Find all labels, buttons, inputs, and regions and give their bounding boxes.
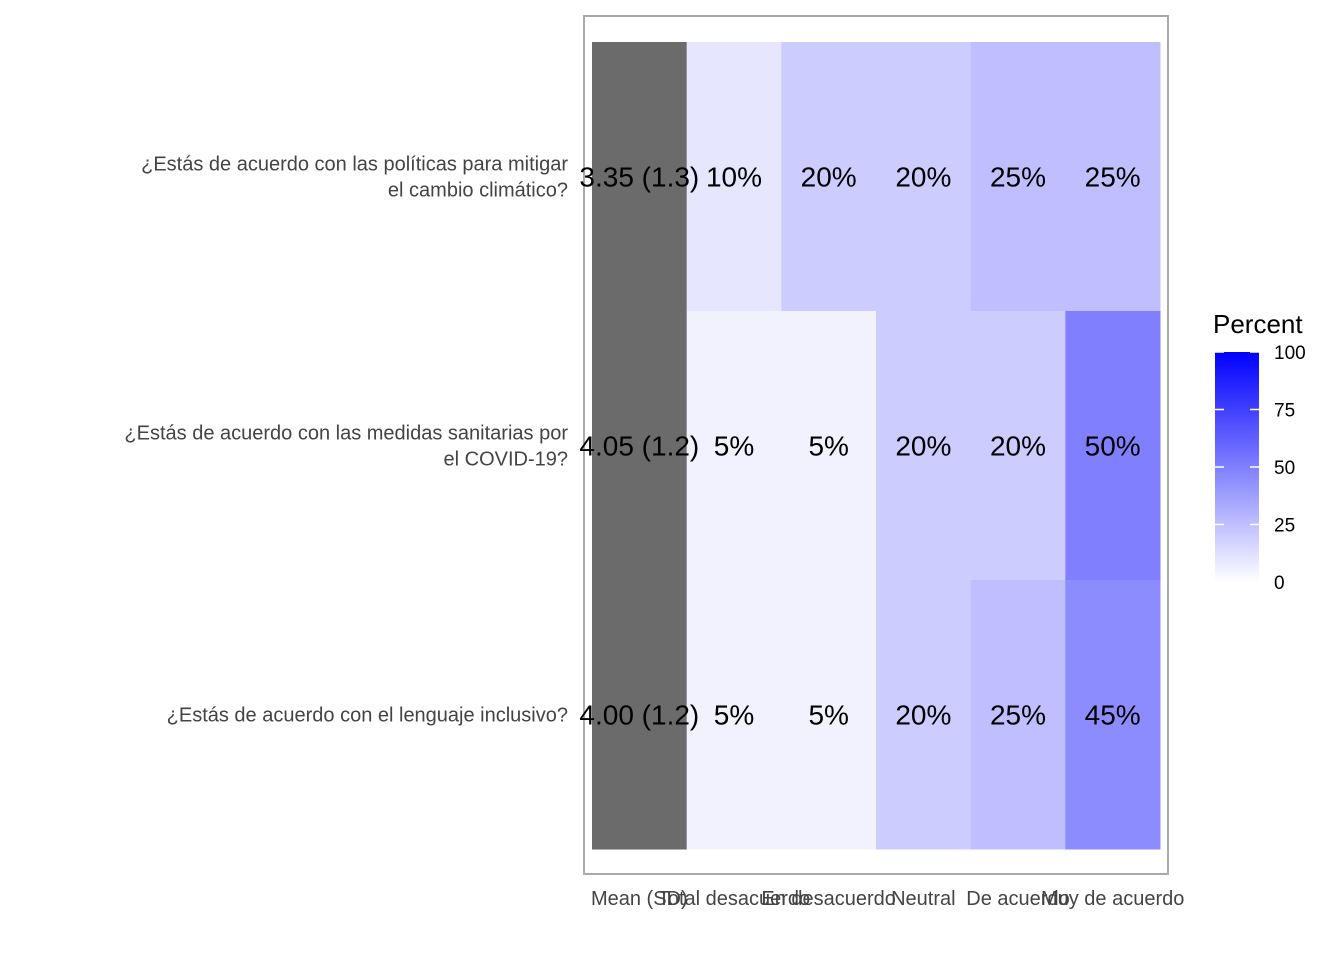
column-label: En desacuerdo (761, 888, 896, 910)
summary-label: 3.35 (1.3) (579, 162, 699, 193)
heatmap-cell (1065, 311, 1161, 581)
legend-tick-label: 0 (1274, 573, 1285, 594)
cell-value-label: 45% (1085, 700, 1141, 731)
panel-border (583, 15, 1169, 875)
y-axis-labels: ¿Estás de acuerdo con las políticas para… (124, 154, 568, 727)
cell-value-label: 5% (714, 431, 754, 462)
cell-value-label: 5% (714, 700, 754, 731)
heatmap-cells (592, 42, 1161, 850)
heatmap-cell (781, 311, 877, 581)
summary-cell (592, 42, 688, 312)
heatmap-cell (1065, 580, 1161, 850)
heatmap-cell (876, 580, 972, 850)
cell-value-label: 20% (895, 162, 951, 193)
cell-value-label: 5% (808, 431, 848, 462)
heatmap-cell (686, 42, 782, 312)
legend-tick-label: 75 (1274, 401, 1295, 422)
cell-value-label: 20% (990, 431, 1046, 462)
row-label: ¿Estás de acuerdo con las medidas sanita… (124, 423, 568, 445)
legend-tick-label: 50 (1274, 458, 1295, 479)
heatmap-cell (1065, 42, 1161, 312)
row-label: el COVID-19? (444, 449, 569, 471)
column-label: De acuerdo (966, 888, 1069, 910)
cell-value-label: 25% (990, 162, 1046, 193)
column-label: Muy de acuerdo (1041, 888, 1184, 910)
cell-value-label: 20% (801, 162, 857, 193)
heatmap-cell (686, 311, 782, 581)
cell-value-label: 25% (1085, 162, 1141, 193)
heatmap-cell (970, 580, 1066, 850)
legend-title: Percent (1213, 309, 1303, 339)
color-legend: Percent 100 75 50 25 0 (1213, 309, 1306, 594)
heatmap-cell (781, 580, 877, 850)
column-label: Total desacuerdo (658, 888, 810, 910)
column-label: Mean (SD) (591, 888, 688, 910)
heatmap-cell (686, 580, 782, 850)
summary-label: 4.05 (1.2) (579, 431, 699, 462)
cell-value-label: 5% (808, 700, 848, 731)
legend-tick-label: 100 (1274, 343, 1306, 364)
row-label: ¿Estás de acuerdo con el lenguaje inclus… (167, 705, 568, 727)
cell-value-label: 25% (990, 700, 1046, 731)
row-label: el cambio climático? (388, 180, 568, 202)
heatmap-cell (970, 42, 1066, 312)
legend-tick-label: 25 (1274, 516, 1295, 537)
cell-value-label: 20% (895, 431, 951, 462)
heatmap-cell (876, 311, 972, 581)
heatmap-cell (970, 311, 1066, 581)
row-label: ¿Estás de acuerdo con las políticas para… (141, 154, 568, 176)
cell-value-label: 20% (895, 700, 951, 731)
cell-value-label: 10% (706, 162, 762, 193)
legend-ticks: 100 75 50 25 0 (1215, 343, 1306, 594)
heatmap-cell (781, 42, 877, 312)
summary-cell (592, 311, 688, 581)
summary-label: 4.00 (1.2) (579, 700, 699, 731)
column-label: Neutral (891, 888, 955, 910)
summary-cell (592, 580, 688, 850)
heatmap-cell-labels: 3.35 (1.3) 10% 20% 20% 25% 25% 4.05 (1.2) 5% 5% 2… (579, 162, 1140, 731)
cell-value-label: 50% (1085, 431, 1141, 462)
heatmap-cell (876, 42, 972, 312)
